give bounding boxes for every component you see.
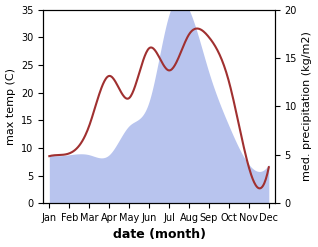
X-axis label: date (month): date (month) xyxy=(113,228,205,242)
Y-axis label: max temp (C): max temp (C) xyxy=(5,68,16,145)
Y-axis label: med. precipitation (kg/m2): med. precipitation (kg/m2) xyxy=(302,31,313,181)
